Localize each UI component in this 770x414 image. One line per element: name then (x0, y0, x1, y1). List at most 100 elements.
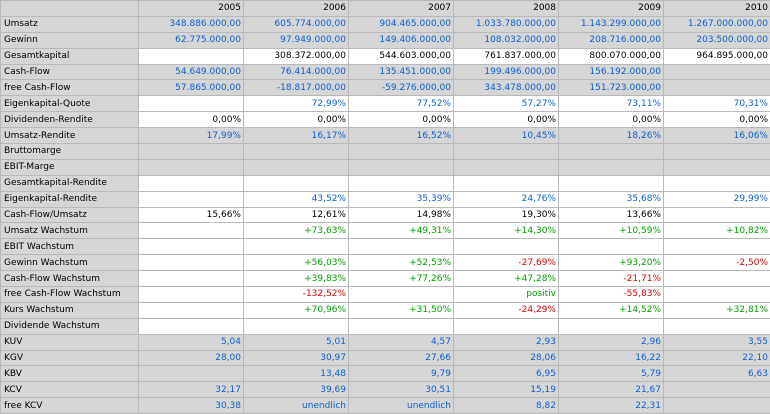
year-header[interactable]: 2007 (349, 1, 454, 17)
year-header[interactable]: 2005 (139, 1, 244, 17)
value-cell[interactable]: +47,28% (454, 271, 559, 287)
value-cell[interactable]: 27,66 (349, 350, 454, 366)
value-cell[interactable] (664, 159, 770, 175)
row-label[interactable]: Gesamtkapital (1, 48, 139, 64)
value-cell[interactable] (454, 175, 559, 191)
value-cell[interactable] (139, 302, 244, 318)
value-cell[interactable]: +70,96% (244, 302, 349, 318)
value-cell[interactable]: 0,00% (454, 112, 559, 128)
year-header[interactable]: 2009 (559, 1, 664, 17)
value-cell[interactable]: 9,79 (349, 366, 454, 382)
value-cell[interactable]: 29,99% (664, 191, 770, 207)
value-cell[interactable]: 135.451.000,00 (349, 64, 454, 80)
value-cell[interactable] (664, 318, 770, 334)
value-cell[interactable]: 30,38 (139, 398, 244, 414)
value-cell[interactable]: 0,00% (664, 112, 770, 128)
value-cell[interactable]: 203.500.000,00 (664, 32, 770, 48)
value-cell[interactable] (664, 382, 770, 398)
value-cell[interactable] (244, 239, 349, 255)
row-label[interactable]: Eigenkapital-Quote (1, 96, 139, 112)
value-cell[interactable] (664, 239, 770, 255)
value-cell[interactable]: 800.070.000,00 (559, 48, 664, 64)
value-cell[interactable] (244, 175, 349, 191)
value-cell[interactable]: 21,67 (559, 382, 664, 398)
value-cell[interactable]: 16,52% (349, 128, 454, 144)
row-label[interactable]: EBIT-Marge (1, 159, 139, 175)
value-cell[interactable]: 13,48 (244, 366, 349, 382)
value-cell[interactable]: 4,57 (349, 334, 454, 350)
value-cell[interactable] (139, 48, 244, 64)
value-cell[interactable]: +77,26% (349, 271, 454, 287)
value-cell[interactable] (664, 80, 770, 96)
value-cell[interactable]: 15,19 (454, 382, 559, 398)
row-label[interactable]: Gewinn (1, 32, 139, 48)
value-cell[interactable] (559, 239, 664, 255)
row-label[interactable]: Bruttomarge (1, 144, 139, 160)
year-header[interactable]: 2006 (244, 1, 349, 17)
value-cell[interactable]: +10,59% (559, 223, 664, 239)
value-cell[interactable]: 15,66% (139, 207, 244, 223)
value-cell[interactable]: 30,97 (244, 350, 349, 366)
value-cell[interactable]: 6,63 (664, 366, 770, 382)
row-label[interactable]: EBIT Wachstum (1, 239, 139, 255)
value-cell[interactable] (244, 144, 349, 160)
value-cell[interactable]: 97.949.000,00 (244, 32, 349, 48)
value-cell[interactable] (139, 255, 244, 271)
value-cell[interactable]: 1.267.000.000,00 (664, 16, 770, 32)
row-label[interactable]: free Cash-Flow (1, 80, 139, 96)
value-cell[interactable] (559, 175, 664, 191)
value-cell[interactable]: 16,17% (244, 128, 349, 144)
value-cell[interactable]: 22,31 (559, 398, 664, 414)
value-cell[interactable]: 964.895.000,00 (664, 48, 770, 64)
value-cell[interactable]: 5,01 (244, 334, 349, 350)
value-cell[interactable]: +93,20% (559, 255, 664, 271)
value-cell[interactable]: 32,17 (139, 382, 244, 398)
value-cell[interactable]: 35,68% (559, 191, 664, 207)
value-cell[interactable]: -24,29% (454, 302, 559, 318)
value-cell[interactable]: 18,26% (559, 128, 664, 144)
value-cell[interactable]: +73,63% (244, 223, 349, 239)
row-label[interactable]: Cash-Flow/Umsatz (1, 207, 139, 223)
value-cell[interactable] (664, 64, 770, 80)
value-cell[interactable] (664, 207, 770, 223)
value-cell[interactable]: 343.478.000,00 (454, 80, 559, 96)
row-label[interactable]: KBV (1, 366, 139, 382)
row-label[interactable]: Gewinn Wachstum (1, 255, 139, 271)
row-label[interactable]: Cash-Flow (1, 64, 139, 80)
value-cell[interactable]: 5,04 (139, 334, 244, 350)
value-cell[interactable] (664, 398, 770, 414)
value-cell[interactable] (454, 159, 559, 175)
value-cell[interactable]: 19,30% (454, 207, 559, 223)
value-cell[interactable] (139, 144, 244, 160)
value-cell[interactable]: 149.406.000,00 (349, 32, 454, 48)
value-cell[interactable] (664, 175, 770, 191)
row-label[interactable]: KUV (1, 334, 139, 350)
value-cell[interactable] (349, 175, 454, 191)
value-cell[interactable]: 76.414.000,00 (244, 64, 349, 80)
value-cell[interactable]: 0,00% (559, 112, 664, 128)
value-cell[interactable]: 16,06% (664, 128, 770, 144)
value-cell[interactable]: -132,52% (244, 287, 349, 303)
value-cell[interactable]: 39,69 (244, 382, 349, 398)
row-label[interactable]: Dividenden-Rendite (1, 112, 139, 128)
year-header[interactable]: 2010 (664, 1, 770, 17)
value-cell[interactable]: 16,22 (559, 350, 664, 366)
value-cell[interactable]: 3,55 (664, 334, 770, 350)
value-cell[interactable] (559, 144, 664, 160)
value-cell[interactable] (349, 239, 454, 255)
value-cell[interactable]: 13,66% (559, 207, 664, 223)
value-cell[interactable]: 72,99% (244, 96, 349, 112)
value-cell[interactable]: 0,00% (139, 112, 244, 128)
value-cell[interactable] (244, 318, 349, 334)
value-cell[interactable]: 199.496.000,00 (454, 64, 559, 80)
value-cell[interactable] (244, 159, 349, 175)
row-label[interactable]: Kurs Wachstum (1, 302, 139, 318)
value-cell[interactable] (349, 159, 454, 175)
value-cell[interactable] (454, 239, 559, 255)
value-cell[interactable] (559, 318, 664, 334)
value-cell[interactable]: 70,31% (664, 96, 770, 112)
value-cell[interactable] (664, 144, 770, 160)
value-cell[interactable]: 208.716.000,00 (559, 32, 664, 48)
value-cell[interactable]: 904.465.000,00 (349, 16, 454, 32)
value-cell[interactable] (139, 159, 244, 175)
